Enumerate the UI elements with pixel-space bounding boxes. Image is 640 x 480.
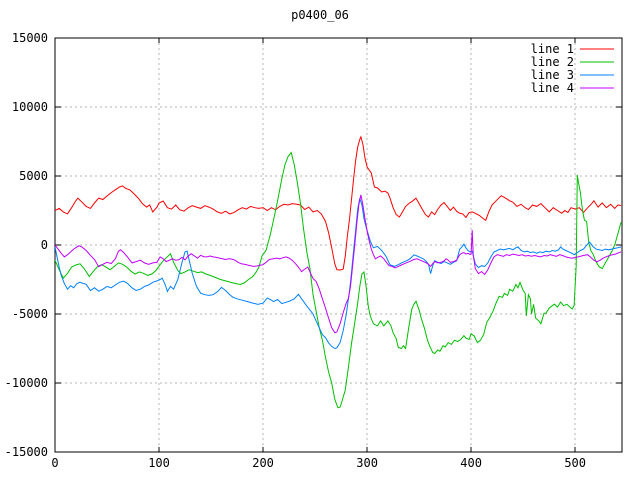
x-tick-label: 100 [148,456,170,470]
x-tick-label: 200 [252,456,274,470]
legend-label: line 4 [531,81,574,95]
y-tick-label: -5000 [12,307,48,321]
legend-label: line 1 [531,42,574,56]
y-tick-label: -15000 [5,445,48,459]
y-tick-label: 10000 [12,100,48,114]
series-line-2 [55,151,622,409]
x-tick-label: 0 [51,456,58,470]
y-tick-label: 0 [41,238,48,252]
x-tick-label: 400 [460,456,482,470]
y-tick-label: 15000 [12,31,48,45]
y-tick-label: 5000 [19,169,48,183]
legend-label: line 2 [531,55,574,69]
series-line-4 [55,194,622,334]
y-tick-label: -10000 [5,376,48,390]
chart-title: p0400_06 [291,8,349,22]
x-tick-label: 500 [564,456,586,470]
legend-label: line 3 [531,68,574,82]
series-line-1 [55,135,622,271]
series-line-3 [55,197,622,350]
x-tick-label: 300 [356,456,378,470]
